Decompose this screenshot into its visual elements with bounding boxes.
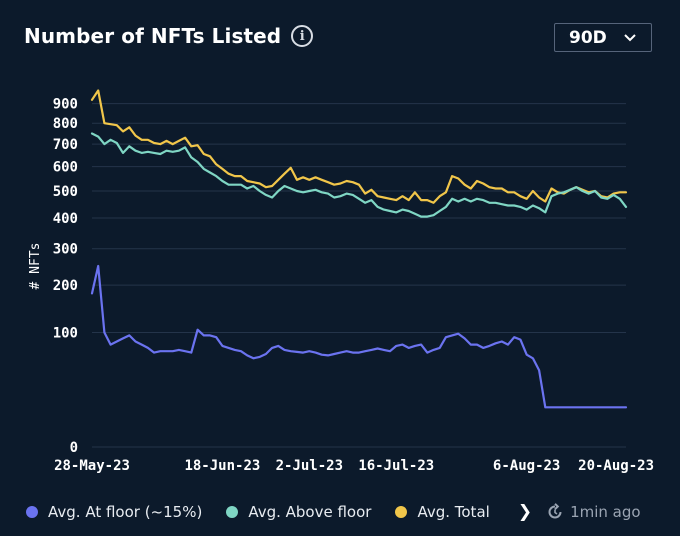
last-updated: 1min ago bbox=[546, 503, 641, 521]
chart-title-text: Number of NFTs Listed bbox=[24, 24, 282, 48]
y-axis-label: # NFTs bbox=[28, 243, 43, 290]
y-tick-label-600: 600 bbox=[53, 160, 78, 176]
x-tick-label-1: 18-Jun-23 bbox=[184, 458, 260, 474]
series-line-1 bbox=[90, 132, 628, 218]
y-tick-label-500: 500 bbox=[53, 184, 78, 200]
y-tick-label-300: 300 bbox=[53, 242, 78, 258]
legend: Avg. At floor (~15%) Avg. Above floor Av… bbox=[26, 500, 666, 524]
chart-title: Number of NFTs Listed i bbox=[24, 24, 314, 48]
x-tick-label-4: 6-Aug-23 bbox=[493, 458, 560, 474]
y-tick-label-700: 700 bbox=[53, 137, 78, 153]
x-tick-label-0: 28-May-23 bbox=[54, 458, 130, 474]
legend-item-at-floor[interactable]: Avg. At floor (~15%) bbox=[26, 503, 202, 521]
time-range-select[interactable]: 90D bbox=[554, 23, 652, 52]
legend-label-at-floor: Avg. At floor (~15%) bbox=[48, 503, 203, 521]
info-icon[interactable]: i bbox=[291, 25, 314, 47]
x-tick-label-3: 16-Jul-23 bbox=[358, 458, 434, 474]
time-range-value: 90D bbox=[569, 27, 607, 48]
y-tick-label-400: 400 bbox=[53, 211, 78, 227]
y-tick-label-900: 900 bbox=[53, 97, 78, 113]
line-chart: 0 100 200 300 400 500 600 700 800 900 # NFTs 28-May… bbox=[28, 89, 654, 474]
y-tick-label-0: 0 bbox=[70, 440, 78, 456]
legend-swatch-at-floor bbox=[26, 506, 38, 518]
y-tick-label-200: 200 bbox=[53, 278, 78, 294]
legend-item-total[interactable]: Avg. Total bbox=[395, 503, 490, 521]
y-tick-label-100: 100 bbox=[53, 326, 78, 342]
y-tick-label-800: 800 bbox=[53, 116, 78, 132]
chevron-down-icon bbox=[624, 33, 636, 41]
refresh-icon[interactable] bbox=[546, 503, 564, 521]
legend-swatch-total bbox=[395, 506, 408, 518]
legend-item-above-floor[interactable]: Avg. Above floor bbox=[226, 503, 371, 521]
series-line-0 bbox=[90, 89, 628, 204]
chevron-right-icon[interactable]: ❯ bbox=[517, 502, 533, 522]
series-line-2 bbox=[90, 264, 628, 409]
last-updated-text: 1min ago bbox=[570, 503, 641, 521]
legend-swatch-above-floor bbox=[226, 506, 239, 518]
x-tick-label-2: 2-Jul-23 bbox=[276, 458, 343, 474]
x-tick-label-5: 20-Aug-23 bbox=[578, 458, 654, 474]
legend-label-above-floor: Avg. Above floor bbox=[248, 503, 372, 521]
legend-label-total: Avg. Total bbox=[417, 503, 490, 521]
